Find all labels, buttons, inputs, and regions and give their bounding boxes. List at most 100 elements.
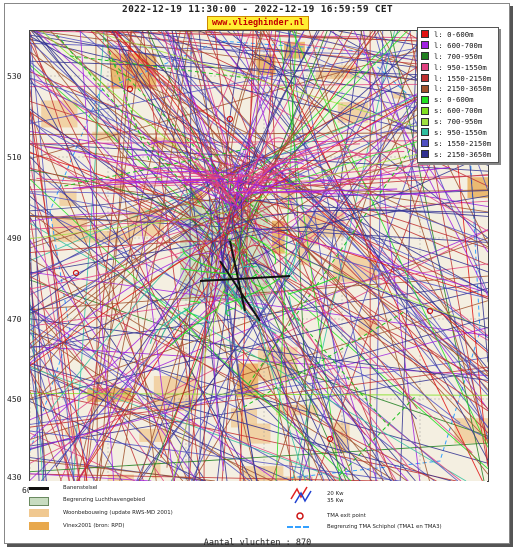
flight-track (30, 361, 347, 481)
legend-swatch (421, 74, 429, 82)
approach-track (163, 31, 229, 171)
approach-track (199, 203, 246, 460)
flight-track (30, 275, 488, 311)
y-axis-label: 430 (7, 473, 22, 482)
legend-label: l: 0-600m (434, 29, 474, 39)
flight-track (171, 31, 412, 481)
departure-track (250, 273, 264, 289)
legend-swatch (421, 52, 429, 61)
y-axis-label: 450 (7, 395, 22, 404)
departure-track (287, 276, 338, 295)
approach-track (167, 31, 229, 164)
flight-track (30, 323, 313, 481)
flight-track (30, 31, 176, 481)
airport-area-label: Begrenzing Luchthavengebied (63, 497, 146, 503)
legend-label: l: 700-950m (434, 51, 483, 61)
approach-track (30, 108, 217, 246)
flight-track (198, 31, 245, 481)
flight-track-map[interactable] (29, 30, 489, 482)
approach-track (233, 219, 436, 376)
approach-track (240, 167, 307, 187)
flight-track (30, 45, 45, 481)
legend-label: l: 600-700m (434, 40, 483, 50)
housing-area (92, 131, 119, 141)
housing-area (115, 167, 125, 192)
flight-track (30, 304, 95, 481)
approach-track (236, 244, 418, 410)
approach-track (30, 240, 239, 254)
approach-track (216, 180, 242, 481)
approach-track (218, 31, 380, 255)
approach-track (30, 228, 235, 440)
departure-track (182, 248, 221, 271)
flight-track (265, 31, 488, 375)
legend-item: l: 1550-2150m (418, 73, 498, 84)
flight-track (30, 317, 488, 451)
airport-area-swatch (29, 497, 49, 506)
flight-track (30, 152, 488, 298)
departure-track (225, 280, 242, 315)
housing-area (467, 177, 488, 199)
approach-track (241, 168, 271, 200)
flight-track (30, 329, 260, 481)
approach-track (190, 31, 231, 226)
approach-track (126, 154, 233, 208)
flight-track (30, 238, 40, 481)
track-canvas (30, 31, 488, 481)
flight-track (30, 442, 488, 473)
legend-label: s: 2150-3650m (434, 149, 492, 159)
approach-track (247, 137, 288, 183)
x-axis-label: 60 (22, 486, 32, 495)
departure-track (225, 274, 284, 305)
flight-track (30, 459, 215, 481)
legend-item: s: 2150-3650m (418, 149, 498, 160)
approach-track (114, 31, 237, 274)
flight-track (79, 31, 488, 380)
flight-track (353, 31, 488, 297)
y-axis-label: 530 (7, 72, 22, 81)
approach-track (229, 185, 488, 329)
approach-track (214, 31, 247, 275)
flight-track (116, 31, 175, 481)
legend-item: s: 600-700m (418, 105, 498, 116)
departure-track (220, 274, 246, 314)
departure-track (160, 302, 198, 339)
legend-item: s: 950-1550m (418, 127, 498, 138)
approach-track (225, 141, 326, 186)
flight-track (30, 33, 488, 124)
site-badge[interactable]: www.vlieghinder.nl (207, 16, 310, 30)
flight-track (254, 31, 488, 461)
flight-track (30, 371, 75, 481)
flight-track (30, 89, 81, 481)
approach-track (216, 31, 353, 223)
flight-track (30, 368, 292, 481)
flight-track (399, 31, 418, 481)
flight-track (95, 31, 187, 481)
flight-track (30, 159, 80, 481)
flight-track (275, 31, 297, 481)
tma-exit-point (72, 269, 80, 277)
legend-swatch (421, 128, 429, 137)
map-key: Banenstelsel Begrenzing Luchthavengebied… (29, 481, 487, 537)
flight-track (30, 361, 48, 481)
departure-track (183, 307, 200, 320)
departure-track (222, 290, 242, 310)
flight-track (30, 240, 198, 481)
housing-area (65, 427, 77, 436)
legend-swatch (421, 150, 429, 159)
departure-track (189, 300, 201, 304)
departure-track (283, 256, 295, 276)
flight-track (30, 356, 488, 425)
flight-track (30, 217, 207, 481)
flight-track (30, 212, 408, 481)
y-axis-label: 510 (7, 153, 22, 162)
runway-swatch (29, 487, 49, 490)
flight-track (30, 369, 97, 481)
tma-boundary-swatch (287, 526, 309, 528)
flight-track (30, 110, 88, 481)
flight-track (30, 195, 488, 274)
tma-boundary-label: Begrenzing TMA Schiphol (TMA1 en TMA3) (327, 524, 442, 530)
approach-track (30, 252, 228, 364)
approach-track (40, 253, 212, 395)
time-range-title: 2022-12-19 11:30:00 - 2022-12-19 16:59:5… (122, 4, 393, 15)
